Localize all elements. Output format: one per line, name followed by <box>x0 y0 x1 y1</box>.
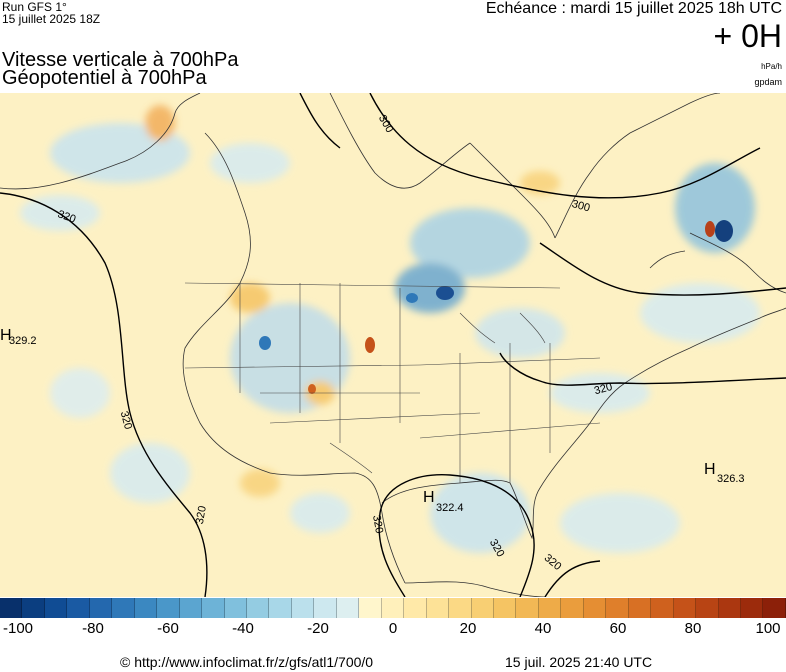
contour-label: 320 <box>194 505 209 525</box>
color-scale-swatch <box>381 598 405 618</box>
color-scale-swatch <box>404 598 427 618</box>
color-scale-tick-label: 80 <box>684 620 702 637</box>
map-title-geopotential: Géopotentiel à 700hPa <box>2 67 207 89</box>
forecast-valid-time: Echéance : mardi 15 juillet 2025 18h UTC <box>485 0 782 17</box>
svg-text:322.4: 322.4 <box>436 502 464 514</box>
contour-label: 300 <box>570 198 591 214</box>
color-scale-swatch <box>493 598 517 618</box>
color-scale-swatch <box>314 598 337 618</box>
vertical-velocity-field <box>20 105 760 553</box>
pressure-centers: H 329.2 H 322.4 H 326.3 <box>0 327 745 514</box>
color-scale-tick-label: -60 <box>157 620 179 637</box>
color-scale-swatch <box>673 598 697 618</box>
color-scale-swatch <box>561 598 584 618</box>
high-pressure-center: H 329.2 <box>0 327 37 347</box>
color-scale-swatch <box>628 598 652 618</box>
color-scale-swatch <box>291 598 315 618</box>
color-scale-swatch <box>336 598 360 618</box>
source-url: © http://www.infoclimat.fr/z/gfs/atl1/70… <box>120 654 374 670</box>
color-scale-swatch <box>606 598 629 618</box>
svg-text:H: H <box>704 461 716 478</box>
color-scale-tick-label: 40 <box>534 620 552 637</box>
unit-vertical-velocity: hPa/h <box>761 62 782 71</box>
color-scale-swatch <box>718 598 741 618</box>
map-title-vertical-velocity: Vitesse verticale à 700hPa <box>2 49 239 71</box>
color-scale-tick-label: 100 <box>755 620 781 637</box>
color-scale-swatch <box>696 598 719 618</box>
weather-map: 300 300 320 320 320 320 320 320 320 H 32… <box>0 93 786 597</box>
color-scale-swatch <box>516 598 539 618</box>
lead-time-label: + 0H <box>713 18 782 54</box>
geopotential-contours <box>0 93 786 597</box>
run-model-label: Run GFS 1° <box>2 0 67 14</box>
state-borders <box>184 282 601 483</box>
color-scale-tick-label: 0 <box>388 620 398 637</box>
color-scale-tick-label: -80 <box>82 620 104 637</box>
color-scale-swatch <box>426 598 450 618</box>
run-date-label: 15 juillet 2025 18Z <box>2 12 101 26</box>
color-scale-swatch <box>224 598 247 618</box>
svg-text:H: H <box>0 327 12 344</box>
contour-label: 320 <box>593 381 614 397</box>
color-scale-swatch <box>246 598 270 618</box>
color-scale-tick-label: 60 <box>609 620 627 637</box>
svg-text:326.3: 326.3 <box>717 473 745 485</box>
high-pressure-center: H 326.3 <box>704 461 745 485</box>
color-scale-swatch <box>269 598 292 618</box>
color-scale-swatch <box>651 598 674 618</box>
color-scale-swatch <box>67 598 90 618</box>
color-scale-swatch <box>134 598 158 618</box>
svg-text:H: H <box>423 489 435 506</box>
unit-geopotential: gpdam <box>754 77 782 87</box>
strong-vertical-velocity-cells <box>259 220 733 394</box>
color-scale-tick-label: -20 <box>307 620 329 637</box>
color-scale-swatch <box>112 598 135 618</box>
color-scale-tick-label: -40 <box>232 620 254 637</box>
coastlines <box>0 93 786 597</box>
color-scale-swatch <box>359 598 382 618</box>
color-scale-swatch <box>202 598 225 618</box>
contour-label: 320 <box>118 410 134 431</box>
contour-label: 320 <box>370 514 385 534</box>
svg-text:329.2: 329.2 <box>9 335 37 347</box>
color-scale-swatch <box>763 598 786 618</box>
color-scale-swatch <box>44 598 68 618</box>
color-scale-tick-label: -100 <box>2 620 34 637</box>
color-scale-swatch <box>583 598 607 618</box>
color-scale-swatch <box>89 598 113 618</box>
generation-timestamp: 15 juil. 2025 21:40 UTC <box>505 654 653 670</box>
color-scale-swatch <box>157 598 180 618</box>
color-scale-bar <box>0 598 786 618</box>
color-scale-swatch <box>179 598 203 618</box>
color-scale-swatch <box>0 598 23 618</box>
color-scale-swatch <box>449 598 472 618</box>
color-scale-swatch <box>740 598 764 618</box>
color-scale-tick-label: 20 <box>459 620 477 637</box>
color-scale-swatch <box>22 598 45 618</box>
color-scale-swatch <box>471 598 494 618</box>
color-scale-swatch <box>538 598 562 618</box>
high-pressure-center: H 322.4 <box>423 489 464 514</box>
color-scale-ticks: -100 -80 -60 -40 -20 0 20 40 60 80 100 <box>0 620 786 640</box>
contour-label: 320 <box>56 208 77 226</box>
